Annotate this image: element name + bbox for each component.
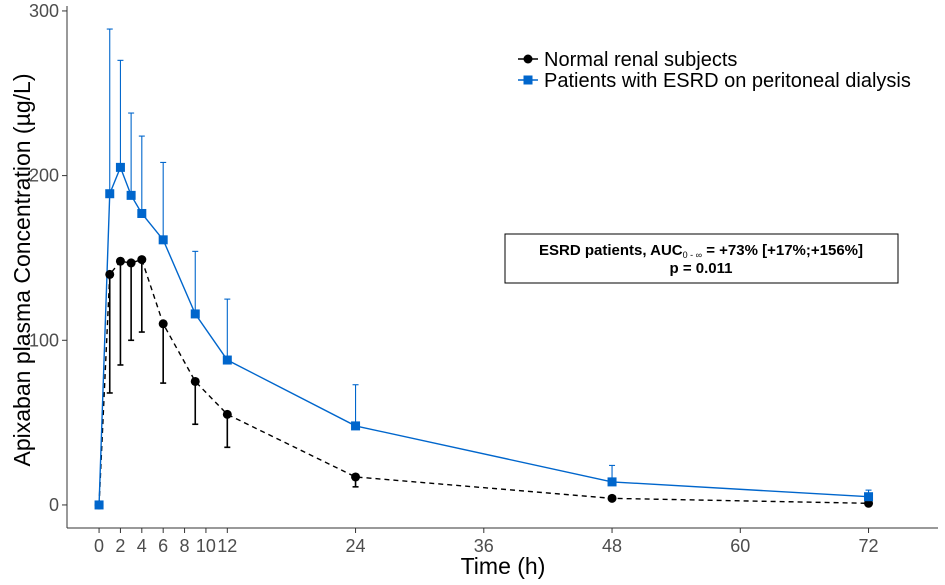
data-points bbox=[94, 162, 874, 510]
legend-item-normal: Normal renal subjects bbox=[518, 49, 737, 71]
x-tick-label: 4 bbox=[137, 536, 147, 556]
x-axis-title: Time (h) bbox=[461, 553, 546, 579]
data-point-normal bbox=[222, 409, 232, 419]
annotation-line-1: ESRD patients, AUC0 - ∞ = +73% [+17%;+15… bbox=[539, 242, 863, 260]
data-point-normal bbox=[105, 269, 115, 279]
data-point-normal bbox=[351, 472, 361, 482]
annotation-box bbox=[504, 233, 899, 284]
legend-swatch-marker-normal bbox=[523, 54, 533, 64]
annotation-prefix: ESRD patients, AUC bbox=[539, 242, 683, 259]
data-point-normal bbox=[190, 376, 200, 386]
error-bars bbox=[106, 28, 872, 497]
legend-item-esrd: Patients with ESRD on peritoneal dialysi… bbox=[518, 70, 911, 92]
data-point-esrd bbox=[126, 190, 136, 200]
data-point-esrd bbox=[607, 477, 617, 487]
x-tick-label: 72 bbox=[859, 536, 879, 556]
y-tick-label: 300 bbox=[29, 1, 59, 21]
x-tick-label: 6 bbox=[158, 536, 168, 556]
data-point-normal bbox=[115, 256, 125, 266]
series-lines bbox=[98, 165, 869, 505]
data-point-normal bbox=[158, 319, 168, 329]
data-point-esrd bbox=[115, 162, 125, 172]
x-tick-label: 8 bbox=[180, 536, 190, 556]
x-tick-label: 24 bbox=[346, 536, 366, 556]
axes bbox=[66, 6, 938, 529]
data-point-esrd bbox=[137, 208, 147, 218]
annotation-suffix: = +73% [+17%;+156%] bbox=[702, 242, 863, 259]
data-point-esrd bbox=[94, 500, 104, 510]
y-tick-label: 0 bbox=[49, 495, 59, 515]
x-tick-label: 60 bbox=[730, 536, 750, 556]
data-point-normal bbox=[137, 255, 147, 265]
data-point-esrd bbox=[105, 189, 115, 199]
annotation-subscript: 0 - ∞ bbox=[683, 250, 702, 260]
legend-label-normal: Normal renal subjects bbox=[544, 49, 737, 71]
x-tick-label: 36 bbox=[474, 536, 494, 556]
annotation-line-2: p = 0.011 bbox=[670, 260, 733, 277]
data-point-esrd bbox=[190, 309, 200, 319]
y-tick-label: 200 bbox=[29, 166, 59, 186]
legend-label-esrd: Patients with ESRD on peritoneal dialysi… bbox=[544, 70, 911, 92]
data-point-normal bbox=[607, 493, 617, 503]
x-tick-label: 2 bbox=[115, 536, 125, 556]
x-tick-label: 10 bbox=[196, 536, 216, 556]
auc-annotation: ESRD patients, AUC0 - ∞ = +73% [+17%;+15… bbox=[504, 233, 899, 284]
series-line-normal bbox=[98, 258, 869, 505]
x-tick-label: 0 bbox=[94, 536, 104, 556]
x-tick-label: 48 bbox=[602, 536, 622, 556]
data-point-normal bbox=[126, 258, 136, 268]
data-point-esrd bbox=[158, 235, 168, 245]
data-point-esrd bbox=[222, 355, 232, 365]
series-line-esrd bbox=[98, 165, 869, 505]
legend: Normal renal subjects Patients with ESRD… bbox=[518, 49, 911, 92]
y-axis-title: Apixaban plasma Concentration (µg/L) bbox=[9, 74, 35, 467]
x-tick-label: 12 bbox=[217, 536, 237, 556]
y-tick-label: 100 bbox=[29, 330, 59, 350]
data-point-esrd bbox=[864, 492, 874, 502]
legend-swatch-marker-esrd bbox=[523, 75, 533, 85]
data-point-esrd bbox=[351, 421, 361, 431]
